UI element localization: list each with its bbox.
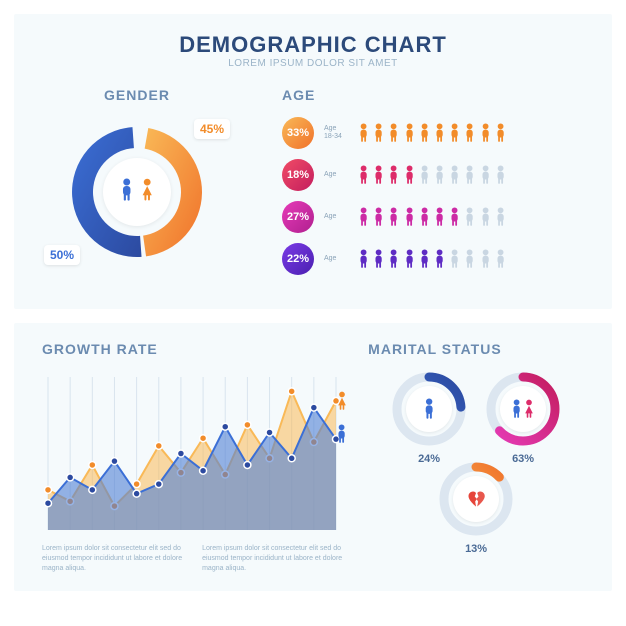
marital-pct-label: 63% <box>512 453 534 465</box>
page-title: DEMOGRAPHIC CHART <box>42 32 584 58</box>
growth-text-1: Lorem ipsum dolor sit consectetur elit s… <box>42 544 184 573</box>
age-people-row <box>358 249 506 269</box>
age-pct-badge: 33% <box>282 117 314 149</box>
person-icon <box>480 165 491 185</box>
age-row: 22% Age <box>282 243 584 275</box>
person-icon <box>495 165 506 185</box>
bottom-card: GROWTH RATE Lorem ipsum dolor sit consec… <box>14 323 612 591</box>
broken-heart-icon <box>453 476 499 522</box>
person-icon <box>480 249 491 269</box>
age-row: 18% Age <box>282 159 584 191</box>
gender-donut-center <box>103 158 171 226</box>
female-icon <box>140 178 154 207</box>
person-icon <box>434 123 445 143</box>
male-icon <box>120 178 133 207</box>
person-icon <box>434 207 445 227</box>
age-section: AGE 33% Age18-34 <box>282 87 584 285</box>
person-icon <box>388 165 399 185</box>
growth-chart <box>42 371 344 536</box>
age-range-label: Age18-34 <box>324 125 348 142</box>
couple-icon <box>500 386 546 432</box>
person-icon <box>495 123 506 143</box>
age-pct-badge: 18% <box>282 159 314 191</box>
marital-pct-label: 13% <box>465 543 487 555</box>
person-icon <box>373 165 384 185</box>
person-icon <box>434 249 445 269</box>
marital-single: 24% <box>391 371 467 447</box>
person-icon <box>358 207 369 227</box>
person-icon <box>373 123 384 143</box>
person-icon <box>464 123 475 143</box>
person-icon <box>449 123 460 143</box>
growth-footer-text: Lorem ipsum dolor sit consectetur elit s… <box>42 544 344 573</box>
gender-section: GENDER 45% 50% <box>42 87 232 267</box>
age-people-row <box>358 123 506 143</box>
person-icon <box>419 207 430 227</box>
marital-title: MARITAL STATUS <box>368 341 584 357</box>
age-range-label: Age <box>324 171 348 179</box>
person-icon <box>464 207 475 227</box>
person-icon <box>480 123 491 143</box>
page-subtitle: LOREM IPSUM DOLOR SIT AMET <box>42 58 584 69</box>
person-icon <box>449 165 460 185</box>
person-icon <box>404 249 415 269</box>
age-row: 27% Age <box>282 201 584 233</box>
age-people-row <box>358 165 506 185</box>
age-pct-badge: 27% <box>282 201 314 233</box>
age-people-row <box>358 207 506 227</box>
gender-male-pct: 50% <box>44 245 80 265</box>
person-icon <box>388 123 399 143</box>
person-icon <box>434 165 445 185</box>
person-icon <box>419 123 430 143</box>
person-icon <box>373 207 384 227</box>
person-icon <box>449 207 460 227</box>
marital-divorced: 13% <box>438 461 514 537</box>
gender-female-pct: 45% <box>194 119 230 139</box>
marital-married: 63% <box>485 371 561 447</box>
age-pct-badge: 22% <box>282 243 314 275</box>
person-icon <box>495 249 506 269</box>
person-icon <box>404 165 415 185</box>
male-icon <box>336 424 348 449</box>
person-icon <box>419 249 430 269</box>
person-icon <box>404 207 415 227</box>
top-card: DEMOGRAPHIC CHART LOREM IPSUM DOLOR SIT … <box>14 14 612 309</box>
gender-donut: 45% 50% <box>62 117 212 267</box>
gender-title: GENDER <box>42 87 232 103</box>
male-icon <box>406 386 452 432</box>
growth-legend <box>336 391 348 449</box>
person-icon <box>388 249 399 269</box>
age-row: 33% Age18-34 <box>282 117 584 149</box>
person-icon <box>464 249 475 269</box>
person-icon <box>358 165 369 185</box>
person-icon <box>373 249 384 269</box>
age-title: AGE <box>282 87 584 103</box>
growth-title: GROWTH RATE <box>42 341 344 357</box>
person-icon <box>480 207 491 227</box>
person-icon <box>495 207 506 227</box>
person-icon <box>419 165 430 185</box>
person-icon <box>449 249 460 269</box>
marital-section: MARITAL STATUS 24% <box>368 341 584 573</box>
age-range-label: Age <box>324 255 348 263</box>
age-range-label: Age <box>324 213 348 221</box>
female-icon <box>336 391 348 416</box>
person-icon <box>404 123 415 143</box>
marital-pct-label: 24% <box>418 453 440 465</box>
header: DEMOGRAPHIC CHART LOREM IPSUM DOLOR SIT … <box>42 32 584 69</box>
person-icon <box>388 207 399 227</box>
person-icon <box>358 123 369 143</box>
person-icon <box>464 165 475 185</box>
person-icon <box>358 249 369 269</box>
growth-section: GROWTH RATE Lorem ipsum dolor sit consec… <box>42 341 344 573</box>
growth-text-2: Lorem ipsum dolor sit consectetur elit s… <box>202 544 344 573</box>
